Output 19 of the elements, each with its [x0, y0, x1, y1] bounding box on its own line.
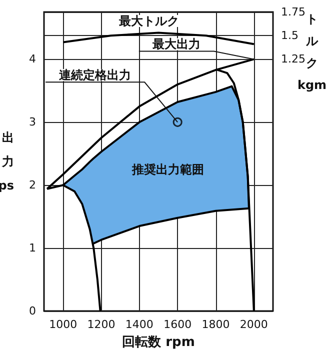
y2-tick-label: 1.25 [281, 52, 306, 66]
annotation: 最大トルク [118, 14, 179, 28]
y-tick-label: 1 [29, 242, 36, 255]
x-tick-label: 1600 [164, 318, 192, 331]
x-tick-label: 2000 [240, 318, 268, 331]
annotation: 最大出力 [151, 37, 200, 52]
x-tick-label: 1200 [87, 318, 116, 331]
y2-tick-label: 1.75 [281, 6, 306, 18]
annotation: 連続定格出力 [58, 68, 132, 82]
y-tick-label: 0 [29, 304, 36, 318]
annotation: 推奨出力範囲 [131, 162, 204, 176]
y-tick-label: 2 [29, 178, 36, 192]
x-axis-title: 回転数 rpm [122, 334, 195, 350]
y-tick-label: 4 [29, 52, 36, 66]
x-tick-label: 1400 [125, 318, 154, 331]
x-tick-label: 1000 [49, 318, 78, 331]
y2-tick-label: 1.5 [281, 29, 298, 42]
x-tick-label: 1800 [202, 318, 230, 331]
y-tick-label: 3 [29, 116, 36, 129]
